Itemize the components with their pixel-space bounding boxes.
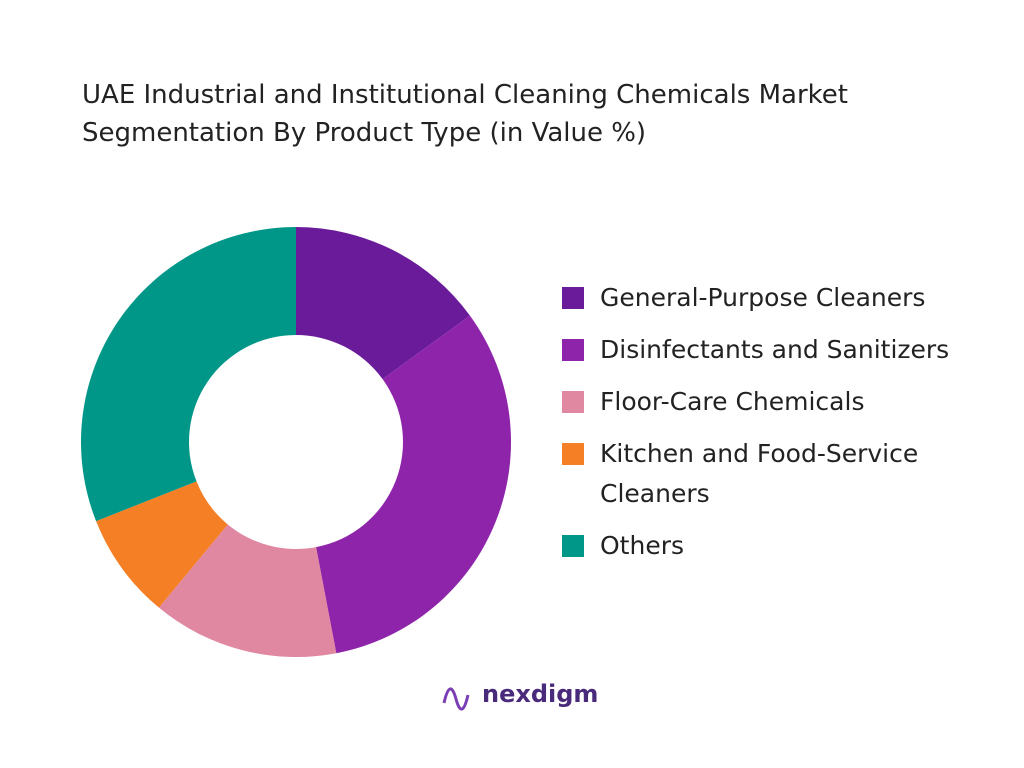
legend-item: Disinfectants and Sanitizers [562, 330, 1012, 370]
legend-swatch [562, 287, 584, 309]
legend-swatch [562, 391, 584, 413]
legend-item: Others [562, 526, 1012, 566]
legend-label: Kitchen and Food-Service Cleaners [600, 439, 919, 508]
legend-label: Others [600, 531, 685, 560]
brand: nexdigm [482, 680, 599, 708]
chart-title: UAE Industrial and Institutional Cleanin… [82, 80, 848, 148]
slice [96, 481, 228, 608]
legend-swatch [562, 535, 584, 557]
legend-label: Floor-Care Chemicals [600, 387, 865, 416]
brand-logo [442, 687, 470, 711]
slice [296, 227, 470, 380]
slice [316, 315, 511, 654]
legend: General-Purpose Cleaners Disinfectants an… [562, 278, 1012, 578]
legend-swatch [562, 339, 584, 361]
slice [158, 524, 337, 657]
legend-item: General-Purpose Cleaners [562, 278, 1012, 318]
legend-swatch [562, 443, 584, 465]
legend-label: Disinfectants and Sanitizers [600, 335, 950, 364]
slice [81, 227, 296, 522]
legend-item: Kitchen and Food-Service Cleaners [562, 434, 1012, 514]
legend-item: Floor-Care Chemicals [562, 382, 1012, 422]
legend-label: General-Purpose Cleaners [600, 283, 926, 312]
